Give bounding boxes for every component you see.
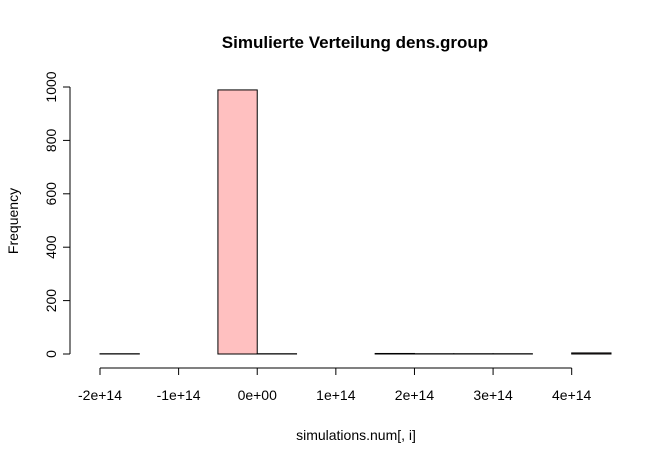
x-tick-label: 3e+14 — [473, 387, 513, 403]
histogram-bar-7 — [374, 352, 415, 355]
histogram-bar-12 — [571, 352, 612, 355]
y-tick-label: 1000 — [43, 71, 59, 102]
y-axis-label: Frequency — [5, 188, 21, 254]
y-tick-label: 400 — [43, 235, 59, 259]
x-tick-label: -2e+14 — [78, 387, 122, 403]
y-axis: 0 200 400 600 800 1000 — [43, 71, 71, 358]
x-axis-label: simulations.num[, i] — [296, 427, 416, 443]
y-tick-label: 0 — [43, 350, 59, 358]
x-tick-label: 2e+14 — [395, 387, 435, 403]
x-tick-label: 0e+00 — [238, 387, 278, 403]
y-tick-label: 600 — [43, 182, 59, 206]
chart-title: Simulierte Verteilung dens.group — [222, 33, 488, 52]
bars-group — [99, 89, 612, 355]
x-tick-label: 1e+14 — [316, 387, 356, 403]
x-tick-label: -1e+14 — [157, 387, 201, 403]
x-axis: -2e+14 -1e+14 0e+00 1e+14 2e+14 3e+14 4e+14 — [78, 367, 592, 403]
y-tick-label: 800 — [43, 129, 59, 153]
x-tick-label: 4e+14 — [552, 387, 592, 403]
histogram-bar-3 — [217, 89, 258, 355]
y-tick-label: 200 — [43, 289, 59, 313]
